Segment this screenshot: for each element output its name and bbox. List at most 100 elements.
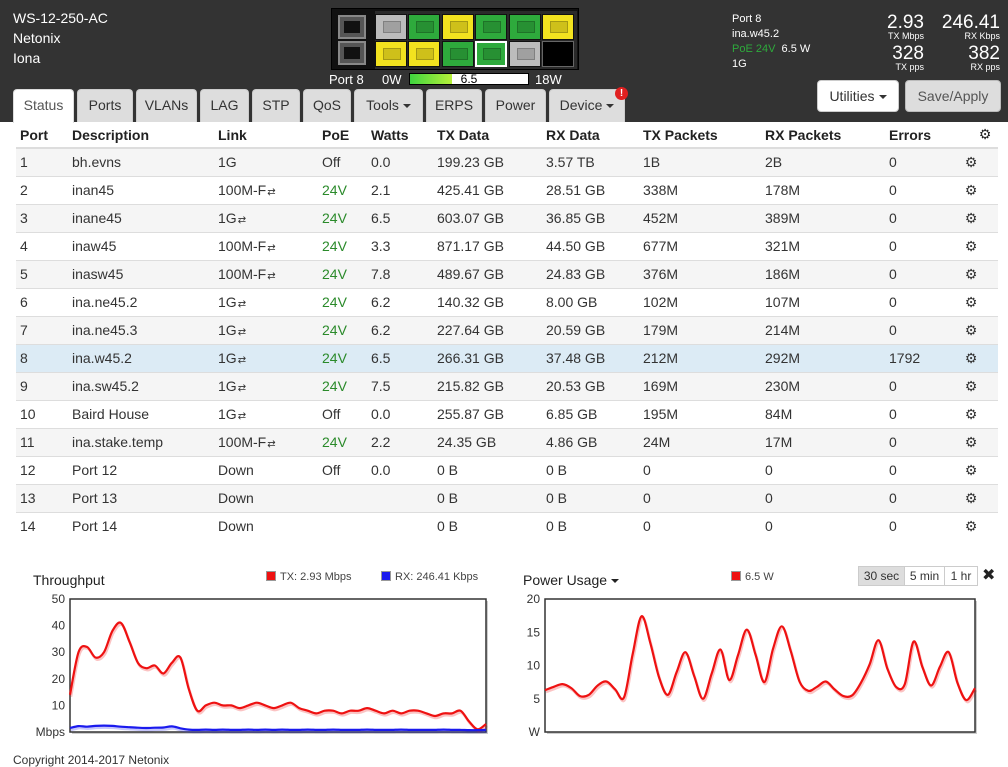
gear-icon[interactable]: ⚙ bbox=[964, 293, 978, 310]
tab-qos[interactable]: QoS bbox=[303, 89, 351, 122]
rx-packets-cell: 321M bbox=[761, 231, 885, 260]
tab-status[interactable]: Status bbox=[13, 89, 74, 123]
table-row[interactable]: 1 bh.evns 1G Off 0.0 199.23 GB 3.57 TB 1B 2B 0 ⚙ bbox=[16, 147, 998, 176]
port-2[interactable] bbox=[375, 41, 407, 67]
tx-data-cell: 227.64 GB bbox=[433, 315, 542, 344]
tab-vlans[interactable]: VLANs bbox=[136, 89, 197, 122]
poe-cell-text: 24V bbox=[322, 378, 347, 394]
table-row[interactable]: 4 inaw45 100M-F⇄ 24V 3.3 871.17 GB 44.50 GB 677… bbox=[16, 231, 998, 260]
port-12[interactable] bbox=[542, 41, 574, 67]
gear-icon[interactable]: ⚙ bbox=[964, 377, 978, 394]
col-header[interactable]: TX Data bbox=[433, 122, 542, 149]
range-1hr-button[interactable]: 1 hr bbox=[944, 566, 978, 586]
device-name: Iona bbox=[13, 50, 41, 66]
errors-cell-text: 0 bbox=[889, 238, 897, 254]
tx-packets-cell-text: 195M bbox=[643, 406, 679, 422]
tx-data-cell: 425.41 GB bbox=[433, 175, 542, 204]
errors-cell: 0 bbox=[885, 147, 960, 176]
col-header[interactable]: Link bbox=[214, 122, 318, 149]
power-usage-title[interactable]: Power Usage bbox=[523, 572, 620, 588]
table-row[interactable]: 13 Port 13 Down 0 B 0 B 0 0 0 ⚙ bbox=[16, 483, 998, 512]
col-header[interactable]: Port bbox=[16, 122, 68, 149]
table-row[interactable]: 7 ina.ne45.3 1G⇄ 24V 6.2 227.64 GB 20.59 GB 179… bbox=[16, 315, 998, 344]
gear-icon[interactable]: ⚙ bbox=[964, 433, 978, 450]
sfp-port-14[interactable] bbox=[338, 41, 366, 65]
sfp-port-13[interactable] bbox=[338, 15, 366, 39]
table-row[interactable]: 9 ina.sw45.2 1G⇄ 24V 7.5 215.82 GB 20.53 GB 169… bbox=[16, 371, 998, 400]
gear-icon[interactable]: ⚙ bbox=[964, 265, 978, 282]
link-cell: 100M-F⇄ bbox=[214, 231, 318, 260]
save-apply-label: Save/Apply bbox=[917, 88, 989, 104]
col-header[interactable]: RX Packets bbox=[761, 122, 885, 149]
port-7[interactable] bbox=[475, 14, 507, 40]
tx-data-cell-text: 0 B bbox=[437, 490, 459, 506]
tab-ports[interactable]: Ports bbox=[77, 89, 133, 122]
gear-icon[interactable]: ⚙ bbox=[964, 237, 978, 254]
tab-tools[interactable]: Tools bbox=[354, 89, 423, 122]
port-cell: 13 bbox=[16, 483, 68, 512]
table-row[interactable]: 6 ina.ne45.2 1G⇄ 24V 6.2 140.32 GB 8.00 GB 102M… bbox=[16, 287, 998, 316]
errors-cell: 0 bbox=[885, 287, 960, 316]
rx-data-cell: 20.59 GB bbox=[542, 315, 639, 344]
exchange-arrows-icon: ⇄ bbox=[237, 355, 247, 366]
col-header[interactable]: Watts bbox=[367, 122, 433, 149]
range-5min-button[interactable]: 5 min bbox=[904, 566, 945, 586]
port-11[interactable] bbox=[542, 14, 574, 40]
gear-icon[interactable]: ⚙ bbox=[964, 405, 978, 422]
y-tick-label: 50 bbox=[52, 592, 66, 606]
power-min-label: 0W bbox=[382, 72, 402, 87]
gear-icon[interactable]: ⚙ bbox=[978, 126, 992, 142]
utilities-button[interactable]: Utilities bbox=[817, 80, 899, 112]
tab-stp[interactable]: STP bbox=[252, 89, 300, 122]
col-header[interactable]: PoE bbox=[318, 122, 367, 149]
table-row[interactable]: 14 Port 14 Down 0 B 0 B 0 0 0 ⚙ bbox=[16, 511, 998, 540]
rx-packets-cell-text: 186M bbox=[765, 266, 801, 282]
poe-cell: Off bbox=[318, 455, 367, 484]
col-header[interactable]: TX Packets bbox=[639, 122, 761, 149]
gear-icon[interactable]: ⚙ bbox=[964, 321, 978, 338]
poe-cell: Off bbox=[318, 399, 367, 428]
col-header[interactable]: Description bbox=[68, 122, 214, 149]
range-30sec-button[interactable]: 30 sec bbox=[858, 566, 905, 586]
close-icon[interactable]: ✖ bbox=[982, 567, 996, 584]
watts-cell-text: 3.3 bbox=[371, 238, 391, 254]
port-9[interactable] bbox=[509, 14, 541, 40]
port-6[interactable] bbox=[442, 41, 474, 67]
table-row[interactable]: 5 inasw45 100M-F⇄ 24V 7.8 489.67 GB 24.83 GB 37… bbox=[16, 259, 998, 288]
port-10[interactable] bbox=[509, 41, 541, 67]
col-header[interactable]: Errors bbox=[885, 122, 960, 149]
poe-cell-text: Off bbox=[322, 462, 341, 478]
port-1[interactable] bbox=[375, 14, 407, 40]
port-5[interactable] bbox=[442, 14, 474, 40]
rx-data-cell: 36.85 GB bbox=[542, 203, 639, 232]
col-header[interactable]: RX Data bbox=[542, 122, 639, 149]
rx-data-cell-text: 8.00 GB bbox=[546, 294, 598, 310]
tab-lag[interactable]: LAG bbox=[200, 89, 249, 122]
tx-packets-cell: 212M bbox=[639, 343, 761, 372]
gear-icon[interactable]: ⚙ bbox=[964, 349, 978, 366]
table-row[interactable]: 11 ina.stake.temp 100M-F⇄ 24V 2.2 24.35 GB 4.8… bbox=[16, 427, 998, 456]
save-apply-button[interactable]: Save/Apply bbox=[905, 80, 1001, 112]
y-tick-label: 10 bbox=[527, 659, 541, 673]
tx-packets-cell: 0 bbox=[639, 455, 761, 484]
exchange-arrows-icon: ⇄ bbox=[237, 299, 247, 310]
table-row[interactable]: 10 Baird House 1G⇄ Off 0.0 255.87 GB 6.85 GB 19… bbox=[16, 399, 998, 428]
gear-icon[interactable]: ⚙ bbox=[964, 489, 978, 506]
errors-cell: 0 bbox=[885, 175, 960, 204]
table-row[interactable]: 3 inane45 1G⇄ 24V 6.5 603.07 GB 36.85 GB 452M 38… bbox=[16, 203, 998, 232]
gear-icon[interactable]: ⚙ bbox=[964, 209, 978, 226]
gear-icon[interactable]: ⚙ bbox=[964, 181, 978, 198]
tab-device[interactable]: Device bbox=[549, 89, 625, 122]
tab-erps[interactable]: ERPS bbox=[426, 89, 482, 122]
table-row[interactable]: 2 inan45 100M-F⇄ 24V 2.1 425.41 GB 28.51 GB 338… bbox=[16, 175, 998, 204]
port-3[interactable] bbox=[408, 14, 440, 40]
tab-power[interactable]: Power bbox=[485, 89, 546, 122]
gear-icon[interactable]: ⚙ bbox=[964, 517, 978, 534]
table-row[interactable]: 12 Port 12 Down Off 0.0 0 B 0 B 0 0 0 ⚙ bbox=[16, 455, 998, 484]
port-4[interactable] bbox=[408, 41, 440, 67]
rx-packets-cell-text: 292M bbox=[765, 350, 801, 366]
table-row[interactable]: 8 ina.w45.2 1G⇄ 24V 6.5 266.31 GB 37.48 GB 212M… bbox=[16, 343, 998, 372]
port-8[interactable] bbox=[475, 41, 507, 67]
gear-icon[interactable]: ⚙ bbox=[964, 461, 978, 478]
gear-icon[interactable]: ⚙ bbox=[964, 153, 978, 170]
